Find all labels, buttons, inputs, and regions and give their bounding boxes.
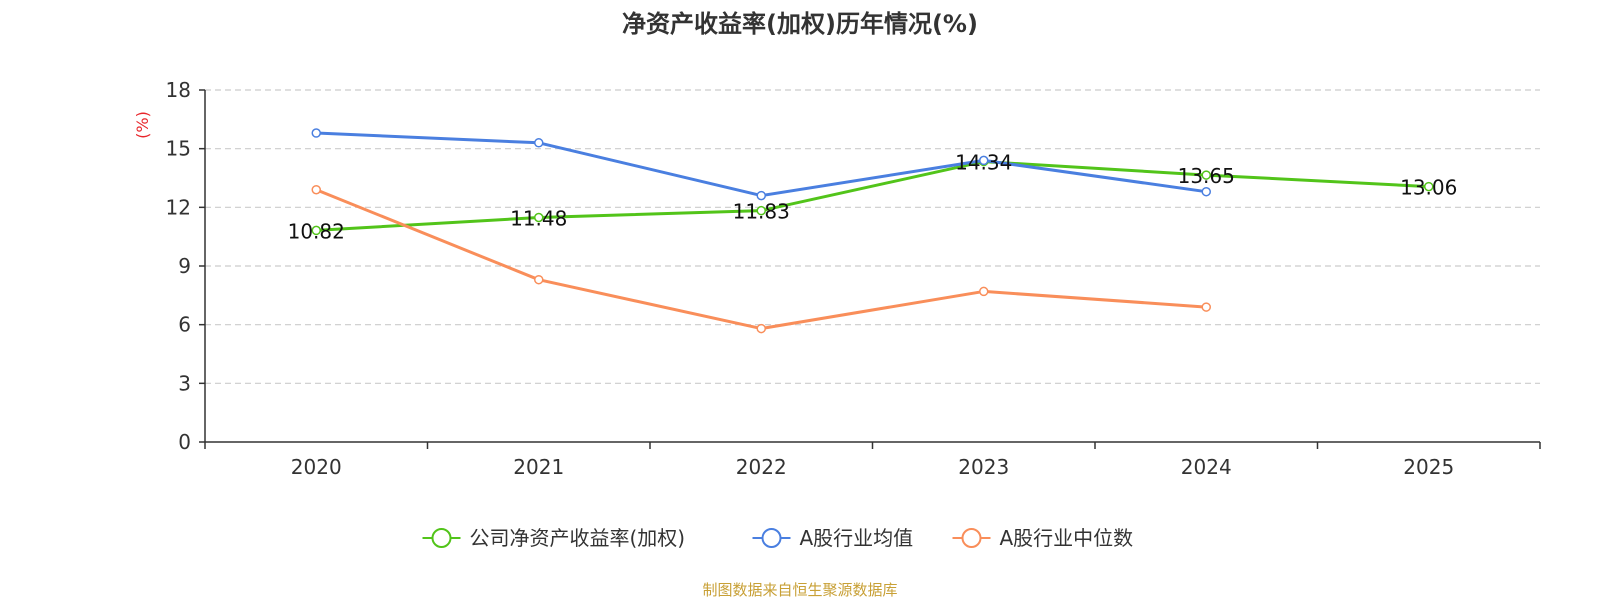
axes: 0 3 6 9 12 15 18 2020 2021 2022 2023 2024 2025 xyxy=(166,78,1541,479)
legend-label-1: A股行业均值 xyxy=(800,526,914,550)
data-label: 10.82 xyxy=(288,219,345,243)
legend-marker xyxy=(961,528,982,548)
y-tick-label: 0 xyxy=(178,430,191,454)
legend-marker xyxy=(431,528,452,548)
series-line-0 xyxy=(316,160,1429,232)
data-point xyxy=(1201,302,1211,312)
data-point xyxy=(979,155,989,166)
legend: 公司净资产收益率(加权) A股行业均值 A股行业中位数 xyxy=(422,526,1134,550)
data-point xyxy=(756,205,766,216)
x-tick-label-2025: 2025 xyxy=(1403,455,1454,479)
chart-title: 净资产收益率(加权)历年情况(%) xyxy=(622,10,978,38)
data-labels: 10.82 11.48 11.83 14.34 13.65 13.06 xyxy=(288,151,1458,244)
data-point xyxy=(1201,186,1211,197)
legend-label-0: 公司净资产收益率(加权) xyxy=(470,526,686,550)
data-label: 13.06 xyxy=(1400,176,1457,200)
data-label: 13.65 xyxy=(1178,164,1235,188)
y-tick-label: 15 xyxy=(166,137,191,161)
series-layer xyxy=(311,128,1434,334)
data-label: 14.34 xyxy=(955,151,1012,175)
y-axis-label: (%) xyxy=(133,111,152,139)
source-note: 制图数据来自恒生聚源数据库 xyxy=(702,581,897,599)
data-point xyxy=(534,212,544,223)
data-point xyxy=(1424,181,1434,192)
y-tick-label: 3 xyxy=(178,371,191,395)
data-point xyxy=(1201,170,1211,180)
data-point xyxy=(534,274,544,285)
data-point xyxy=(979,286,989,297)
grid-lines xyxy=(205,89,1540,384)
legend-label-2: A股行业中位数 xyxy=(1000,526,1134,550)
data-label: 11.83 xyxy=(733,200,790,224)
y-tick-label: 6 xyxy=(178,313,191,337)
x-tick-label-2022: 2022 xyxy=(736,455,787,479)
y-tick-label: 9 xyxy=(178,254,191,278)
x-tick-label-2021: 2021 xyxy=(513,455,564,479)
data-point xyxy=(756,190,766,201)
data-point xyxy=(311,225,321,236)
x-tick-label-2020: 2020 xyxy=(291,455,342,479)
data-point xyxy=(311,184,321,195)
data-label: 11.48 xyxy=(510,207,567,231)
data-point xyxy=(311,128,321,138)
x-tick-label-2024: 2024 xyxy=(1181,455,1232,479)
x-tick-label-2023: 2023 xyxy=(958,455,1009,479)
data-point xyxy=(534,138,544,148)
legend-marker xyxy=(761,528,782,548)
y-tick-label: 12 xyxy=(166,195,191,219)
y-tick-label: 18 xyxy=(166,78,191,102)
data-point xyxy=(756,323,766,334)
series-line-1 xyxy=(316,131,1207,198)
